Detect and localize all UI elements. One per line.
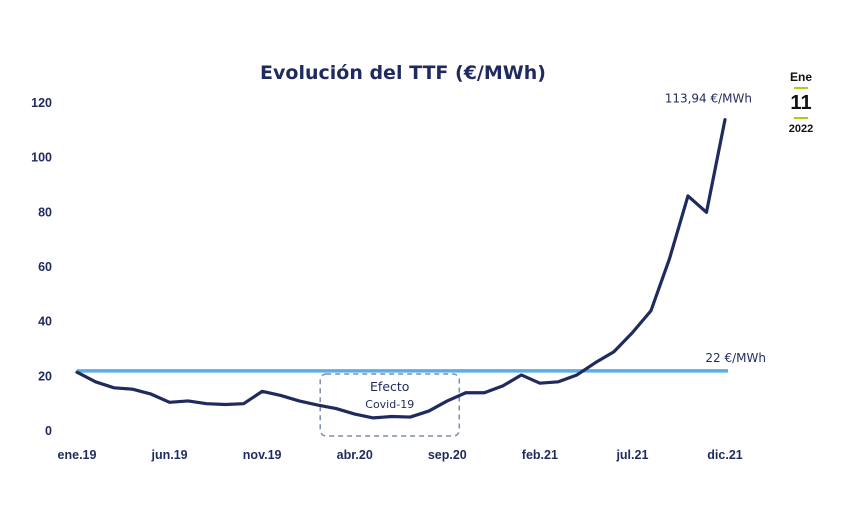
x-tick-label: feb.21 (522, 448, 558, 462)
data-point (538, 382, 541, 385)
y-tick-label: 80 (38, 205, 52, 219)
data-point (483, 391, 486, 394)
x-tick-label: nov.19 (243, 448, 282, 462)
covid-annotation-line2: Covid-19 (365, 398, 414, 411)
date-day: 11 (790, 92, 812, 114)
data-point (501, 384, 504, 387)
data-point (112, 386, 115, 389)
x-axis: ene.19 jun.19 nov.19 abr.20 sep.20 feb.21 jul.… (58, 448, 743, 462)
x-tick-label: dic.21 (707, 448, 742, 462)
data-point (186, 399, 189, 402)
data-point (668, 257, 671, 260)
y-axis: 0 20 40 60 80 100 120 (31, 96, 52, 438)
data-point (316, 403, 319, 406)
data-point (335, 407, 338, 410)
y-tick-label: 120 (31, 96, 52, 110)
y-tick-label: 40 (38, 315, 52, 329)
data-point (75, 371, 78, 374)
y-tick-label: 100 (31, 151, 52, 165)
data-point (575, 373, 578, 376)
x-tick-label: jun.19 (151, 448, 188, 462)
y-tick-label: 60 (38, 260, 52, 274)
date-divider-bottom (794, 117, 808, 119)
last-value-label: 113,94 €/MWh (665, 92, 752, 106)
data-point (372, 416, 375, 419)
data-point (594, 361, 597, 364)
data-point (279, 394, 282, 397)
date-divider-top (794, 87, 808, 89)
x-tick-label: jul.21 (615, 448, 648, 462)
reference-line-label: 22 €/MWh (705, 351, 766, 365)
data-point (409, 415, 412, 418)
data-point (520, 373, 523, 376)
data-point (464, 391, 467, 394)
x-tick-label: abr.20 (337, 448, 373, 462)
data-point (557, 380, 560, 383)
data-point (649, 309, 652, 312)
data-point (353, 412, 356, 415)
date-year: 2022 (788, 123, 814, 135)
data-point (205, 402, 208, 405)
date-badge: Ene 11 2022 (778, 70, 824, 136)
data-point (131, 388, 134, 391)
covid-annotation-line1: Efecto (370, 379, 409, 394)
covid-annotation-box (319, 373, 461, 437)
data-point (631, 331, 634, 334)
chart-title: Evolución del TTF (€/MWh) (260, 62, 546, 84)
date-month: Ene (789, 70, 812, 84)
data-point (390, 415, 393, 418)
data-point (686, 194, 689, 197)
data-point (224, 403, 227, 406)
data-point (168, 401, 171, 404)
data-point (723, 118, 726, 121)
data-point (705, 211, 708, 214)
y-tick-label: 20 (38, 369, 52, 383)
data-point (149, 393, 152, 396)
data-point (427, 409, 430, 412)
ttf-series-line (75, 117, 727, 420)
data-point (446, 399, 449, 402)
data-point (612, 350, 615, 353)
y-tick-label: 0 (45, 424, 52, 438)
data-point (94, 380, 97, 383)
x-tick-label: ene.19 (58, 448, 97, 462)
data-point (242, 402, 245, 405)
data-point (261, 390, 264, 393)
data-point (298, 399, 301, 402)
x-tick-label: sep.20 (428, 448, 467, 462)
